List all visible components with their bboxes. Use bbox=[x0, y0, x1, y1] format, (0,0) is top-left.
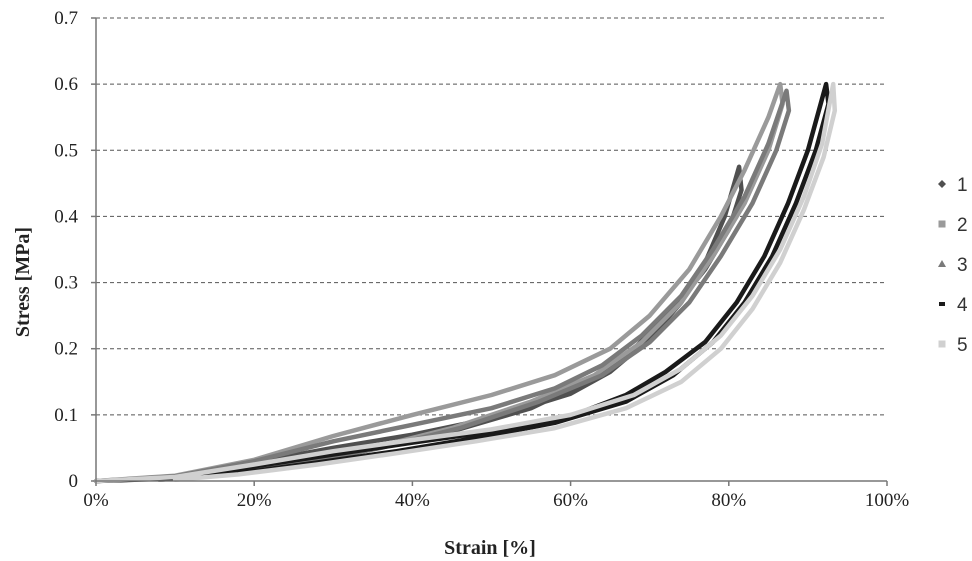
series-layer bbox=[93, 81, 838, 484]
tick-labels: 0% 20% 40% 60% 80% 100% 0 0.1 0.2 0.3 0.4 0.5 0.6 0.7 bbox=[54, 8, 909, 511]
axes bbox=[91, 17, 888, 486]
y-tick-label-5: 0.5 bbox=[54, 140, 78, 161]
legend: 1 2 3 4 5 bbox=[938, 175, 968, 356]
legend-marker-3 bbox=[938, 260, 946, 267]
x-tick-label-4: 80% bbox=[711, 490, 746, 511]
legend-marker-1 bbox=[938, 180, 946, 188]
y-tick-label-3: 0.3 bbox=[54, 273, 78, 294]
y-tick-label-1: 0.1 bbox=[54, 405, 78, 426]
y-tick-label-6: 0.6 bbox=[54, 74, 78, 95]
x-tick-label-5: 100% bbox=[865, 490, 910, 511]
x-tick-label-3: 60% bbox=[553, 490, 588, 511]
x-tick-label-2: 40% bbox=[395, 490, 430, 511]
series-line-5 bbox=[93, 81, 838, 484]
y-tick-label-2: 0.2 bbox=[54, 339, 78, 360]
legend-marker-4 bbox=[939, 302, 945, 306]
series-line-1 bbox=[93, 164, 744, 484]
grid bbox=[96, 17, 887, 416]
y-tick-label-4: 0.4 bbox=[54, 206, 78, 227]
x-axis-title: Strain [%] bbox=[444, 537, 536, 559]
legend-label-5: 5 bbox=[957, 335, 968, 356]
y-axis-title: Stress [MPa] bbox=[12, 227, 34, 337]
x-tick-label-1: 20% bbox=[237, 490, 272, 511]
series-line-3 bbox=[93, 88, 792, 484]
x-tick-label-0: 0% bbox=[83, 490, 109, 511]
legend-label-4: 4 bbox=[957, 295, 968, 316]
legend-label-1: 1 bbox=[957, 175, 968, 196]
legend-label-2: 2 bbox=[957, 215, 968, 236]
series-line-2 bbox=[93, 81, 785, 484]
legend-marker-2 bbox=[938, 220, 946, 228]
legend-marker-5 bbox=[938, 340, 946, 348]
y-tick-label-7: 0.7 bbox=[54, 8, 78, 29]
y-tick-label-0: 0 bbox=[69, 471, 79, 492]
legend-label-3: 3 bbox=[957, 255, 968, 276]
